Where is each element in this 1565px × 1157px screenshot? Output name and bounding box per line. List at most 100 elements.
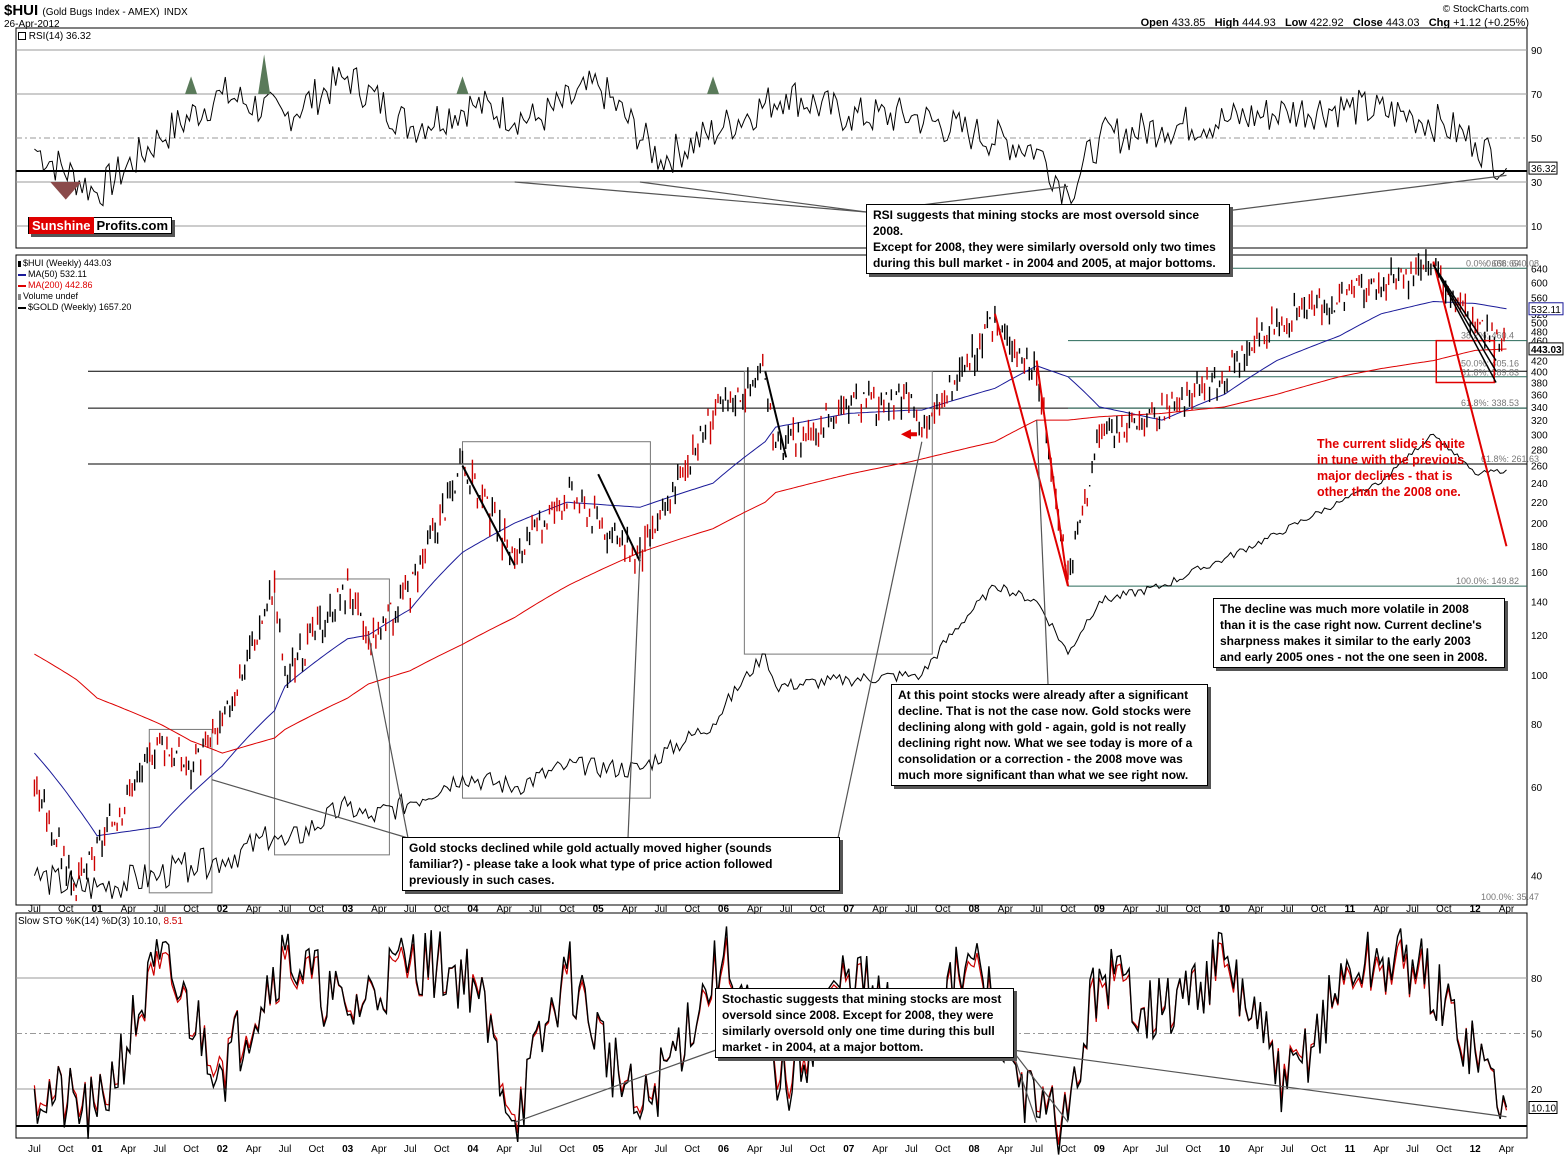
x-tick-label-mid: Apr <box>246 904 262 915</box>
header-title: $HUI (Gold Bugs Index - AMEX) INDX <box>4 2 188 19</box>
price-tick-label: 340 <box>1531 403 1548 414</box>
x-tick-label: Jul <box>905 1144 918 1155</box>
fib-label: 0.0%: 668.69 <box>1466 258 1519 268</box>
x-tick-label-mid: Oct <box>1436 904 1452 915</box>
price-tick-label: 600 <box>1531 278 1548 289</box>
x-tick-label: 12 <box>1470 1144 1482 1155</box>
x-tick-label: Apr <box>622 1144 638 1155</box>
red-trendline <box>993 313 1069 587</box>
rsi-current-value: 36.32 <box>1531 164 1556 175</box>
fib-label: 50.0%: 405.16 <box>1461 359 1519 369</box>
x-tick-label-mid: Jul <box>905 904 918 915</box>
x-tick-label-mid: 05 <box>593 904 605 915</box>
exchange: INDX <box>163 7 188 18</box>
legend-gold: $GOLD (Weekly) 1657.20 <box>18 302 131 313</box>
rsi-tick-label: 10 <box>1531 222 1543 233</box>
x-tick-label-mid: Oct <box>1060 904 1076 915</box>
callout-2008-decline: The decline was much more volatile in 20… <box>1213 598 1505 668</box>
sto-pointer-line <box>1011 1049 1069 1123</box>
x-tick-label-mid: 08 <box>968 904 980 915</box>
price-tick-label: 320 <box>1531 416 1548 427</box>
x-tick-label-mid: Jul <box>153 904 166 915</box>
sto-tick-label: 20 <box>1531 1085 1543 1096</box>
x-tick-label: Oct <box>559 1144 575 1155</box>
x-tick-label-mid: Jul <box>279 904 292 915</box>
price-tick-label: 200 <box>1531 519 1548 530</box>
price-tick-label: 380 <box>1531 378 1548 389</box>
x-tick-label: Apr <box>1123 1144 1139 1155</box>
price-tick-label: 400 <box>1531 367 1548 378</box>
price-tick-label: 460 <box>1531 337 1548 348</box>
fib-label: 100.0%: 35.47 <box>1481 892 1539 902</box>
x-tick-label-mid: Apr <box>998 904 1014 915</box>
red-arrow-icon <box>900 429 917 440</box>
x-tick-label: Oct <box>309 1144 325 1155</box>
x-tick-label-mid: 10 <box>1219 904 1231 915</box>
x-tick-label-mid: Jul <box>780 904 793 915</box>
x-tick-label: 02 <box>217 1144 229 1155</box>
x-tick-label-mid: 03 <box>342 904 354 915</box>
sunshine-profits-logo: Sunshine Profits.com <box>28 217 173 234</box>
x-tick-label-mid: Jul <box>1030 904 1043 915</box>
x-tick-label-mid: 06 <box>718 904 730 915</box>
x-tick-label: 10 <box>1219 1144 1231 1155</box>
x-tick-label-mid: Jul <box>404 904 417 915</box>
price-tick-label: 220 <box>1531 498 1548 509</box>
ma50-badge <box>1528 302 1564 316</box>
x-tick-label-mid: Apr <box>1499 904 1515 915</box>
fib-label: 38.2%: 460.4 <box>1461 331 1514 341</box>
x-tick-label-mid: Apr <box>1248 904 1264 915</box>
fan-line <box>1432 264 1497 361</box>
x-tick-label: Apr <box>998 1144 1014 1155</box>
callout-pointer <box>627 556 641 839</box>
x-tick-label-mid: Jul <box>654 904 667 915</box>
price-tick-label: 500 <box>1531 318 1548 329</box>
x-tick-label-mid: Oct <box>1185 904 1201 915</box>
x-tick-label-mid: 02 <box>217 904 229 915</box>
decline-trendline <box>461 465 516 566</box>
x-tick-label-mid: Oct <box>183 904 199 915</box>
x-tick-label: Apr <box>371 1144 387 1155</box>
ma50-badge-value: 532.11 <box>1531 305 1561 316</box>
price-tick-label: 180 <box>1531 542 1548 553</box>
x-tick-label: Jul <box>780 1144 793 1155</box>
x-tick-label: Apr <box>872 1144 888 1155</box>
gold-line <box>33 433 1507 899</box>
fib-label: 61.8%: 338.53 <box>1461 398 1519 408</box>
callout-pointer <box>837 441 923 839</box>
x-tick-label: Jul <box>28 1144 41 1155</box>
decline-trendline <box>764 371 788 458</box>
x-tick-label: Jul <box>1030 1144 1043 1155</box>
comparison-box <box>274 578 390 856</box>
x-tick-label-mid: Oct <box>684 904 700 915</box>
x-tick-label-mid: Apr <box>872 904 888 915</box>
sto-tick-label: 80 <box>1531 974 1543 985</box>
x-tick-label: Apr <box>496 1144 512 1155</box>
x-tick-label: 04 <box>467 1144 479 1155</box>
decline-trendline <box>597 473 641 562</box>
legend-hui: $HUI (Weekly) 443.03 <box>18 258 131 269</box>
x-tick-label: Oct <box>684 1144 700 1155</box>
comparison-box <box>148 728 213 894</box>
x-tick-label: 03 <box>342 1144 354 1155</box>
x-tick-label: Oct <box>1060 1144 1076 1155</box>
fib-label: 61.8%: 261.63 <box>1481 454 1539 464</box>
sto-tick-label: 50 <box>1531 1030 1543 1041</box>
sto-pointer-line <box>1011 1049 1507 1118</box>
red-focus-box <box>1435 339 1496 384</box>
comparison-box <box>461 441 651 799</box>
x-tick-label: Oct <box>810 1144 826 1155</box>
price-tick-label: 300 <box>1531 430 1548 441</box>
x-tick-label-mid: Jul <box>1156 904 1169 915</box>
rsi-pointer-line <box>514 181 867 213</box>
price-legend: $HUI (Weekly) 443.03 MA(50) 532.11 MA(20… <box>18 258 131 313</box>
x-tick-label-mid: Jul <box>1281 904 1294 915</box>
rsi-oversold-fill <box>50 182 82 200</box>
x-tick-label-mid: 04 <box>467 904 479 915</box>
price-tick-label: 60 <box>1531 783 1543 794</box>
rsi-pointer-line <box>1217 174 1507 213</box>
x-tick-label: Jul <box>654 1144 667 1155</box>
sto-pointer-line <box>1011 1049 1038 1123</box>
callout-pointer <box>211 779 409 839</box>
